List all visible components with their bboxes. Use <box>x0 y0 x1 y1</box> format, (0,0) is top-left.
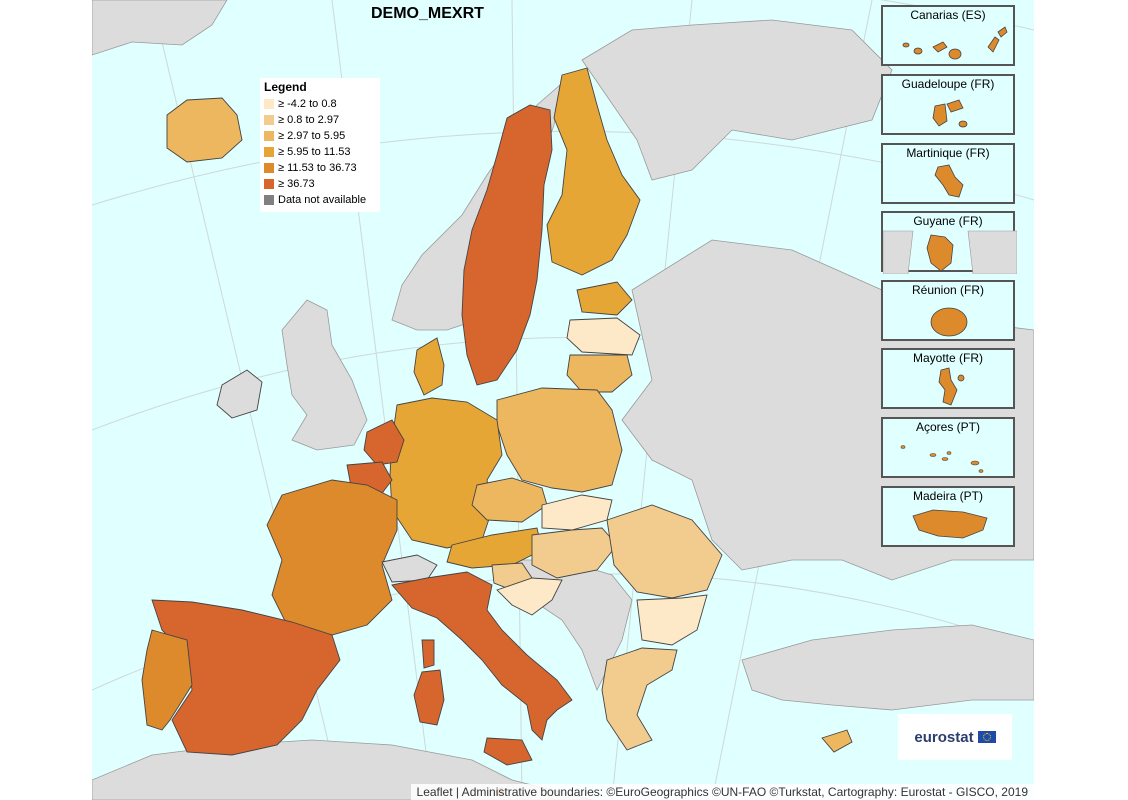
country-germany[interactable] <box>389 397 503 549</box>
inset-map <box>930 307 968 337</box>
inset-guyane[interactable]: Guyane (FR) <box>881 211 1017 274</box>
country-austria[interactable] <box>446 527 543 569</box>
inset-madeira[interactable]: Madeira (PT) <box>881 486 1015 547</box>
inset-map <box>902 26 1008 60</box>
map-panel[interactable]: DEMO_MEXRT Legend ≥ -4.2 to 0.8 ≥ 0.8 to… <box>92 0 1034 800</box>
country-france[interactable] <box>266 479 398 636</box>
inset-map <box>938 367 965 406</box>
legend-title: Legend <box>264 80 307 94</box>
country-sardinia[interactable] <box>413 669 445 726</box>
legend-swatch <box>264 147 274 157</box>
country-poland[interactable] <box>496 387 623 493</box>
land-greenland <box>92 0 228 56</box>
country-czechia[interactable] <box>471 477 548 523</box>
legend-label: ≥ -4.2 to 0.8 <box>278 98 337 110</box>
legend-item: ≥ -4.2 to 0.8 <box>264 96 376 112</box>
inset-acores[interactable]: Açores (PT) <box>881 417 1015 478</box>
inset-map <box>900 445 984 473</box>
legend-item: ≥ 5.95 to 11.53 <box>264 144 376 160</box>
inset-reunion[interactable]: Réunion (FR) <box>881 280 1015 341</box>
country-sicily[interactable] <box>483 737 533 766</box>
eurostat-wordmark: eurostat <box>914 728 974 746</box>
country-croatia[interactable] <box>496 577 563 616</box>
inset-title: Açores (PT) <box>915 420 980 434</box>
country-finland[interactable] <box>546 67 641 276</box>
land-britain <box>281 299 368 451</box>
inset-canarias[interactable]: Canarias (ES) <box>881 5 1015 66</box>
legend-item: Data not available <box>264 192 376 208</box>
country-corsica[interactable] <box>421 639 435 669</box>
inset-title: Guyane (FR) <box>913 214 983 228</box>
eu-flag-icon <box>977 731 996 743</box>
legend-label: ≥ 0.8 to 2.97 <box>278 114 340 126</box>
country-lithuania[interactable] <box>566 354 633 393</box>
country-iceland[interactable] <box>166 97 243 163</box>
legend-label: ≥ 36.73 <box>278 178 315 190</box>
legend-swatch <box>264 131 274 141</box>
inset-map <box>912 509 988 539</box>
country-hungary[interactable] <box>531 527 618 579</box>
country-portugal[interactable] <box>141 629 193 731</box>
country-romania[interactable] <box>606 504 723 599</box>
country-switzerland[interactable] <box>381 554 438 583</box>
legend-label: ≥ 2.97 to 5.95 <box>278 130 346 142</box>
country-netherlands[interactable] <box>363 419 405 466</box>
legend-swatch <box>264 195 274 205</box>
inset-title: Martinique (FR) <box>906 146 990 160</box>
country-greece[interactable] <box>601 647 678 751</box>
inset-martinique[interactable]: Martinique (FR) <box>881 143 1015 204</box>
legend-label: ≥ 5.95 to 11.53 <box>278 146 351 158</box>
country-slovakia[interactable] <box>541 494 613 531</box>
map-title: DEMO_MEXRT <box>371 5 484 22</box>
inset-mayotte[interactable]: Mayotte (FR) <box>881 348 1015 409</box>
inset-title: Réunion (FR) <box>911 283 985 297</box>
legend-swatch <box>264 99 274 109</box>
country-bulgaria[interactable] <box>636 594 708 646</box>
legend-item: ≥ 36.73 <box>264 176 376 192</box>
legend-swatch <box>264 163 274 173</box>
legend-label: Data not available <box>278 194 367 206</box>
inset-title: Canarias (ES) <box>910 8 986 22</box>
country-ireland[interactable] <box>216 369 263 419</box>
land-north-russia <box>581 19 893 181</box>
inset-map <box>934 164 964 198</box>
inset-title: Madeira (PT) <box>912 489 983 503</box>
inset-map <box>932 99 968 128</box>
eurostat-logo: eurostat <box>898 714 1012 760</box>
inset-map <box>883 230 1017 274</box>
country-sweden[interactable] <box>461 104 553 386</box>
legend: Legend ≥ -4.2 to 0.8 ≥ 0.8 to 2.97 ≥ 2.9… <box>260 78 380 212</box>
legend-item: ≥ 11.53 to 36.73 <box>264 160 376 176</box>
inset-title: Guadeloupe (FR) <box>901 77 995 91</box>
country-latvia[interactable] <box>566 317 641 356</box>
legend-item: ≥ 2.97 to 5.95 <box>264 128 376 144</box>
legend-item: ≥ 0.8 to 2.97 <box>264 112 376 128</box>
inset-guadeloupe[interactable]: Guadeloupe (FR) <box>881 74 1015 135</box>
land-turkey <box>741 624 1034 711</box>
country-estonia[interactable] <box>576 281 633 316</box>
map-attribution[interactable]: Leaflet | Administrative boundaries: ©Eu… <box>410 784 1034 800</box>
country-italy[interactable] <box>391 571 573 741</box>
inset-title: Mayotte (FR) <box>912 351 983 365</box>
country-denmark[interactable] <box>413 337 445 396</box>
legend-swatch <box>264 179 274 189</box>
legend-label: ≥ 11.53 to 36.73 <box>278 162 357 174</box>
legend-swatch <box>264 115 274 125</box>
country-cyprus[interactable] <box>821 729 853 753</box>
